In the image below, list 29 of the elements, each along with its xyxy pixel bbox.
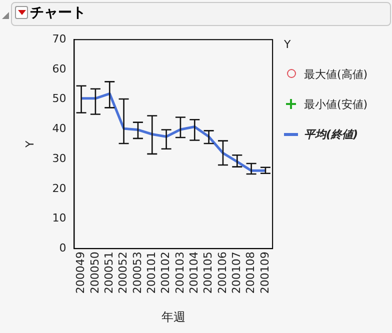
x-tick-label: 200049 [74,252,88,294]
legend-title: Y [284,38,292,51]
x-tick-label: 200101 [144,252,158,294]
y-tick-label: 70 [52,32,66,46]
x-axis-title: 年週 [161,310,186,324]
x-tick-label: 200107 [230,252,243,294]
legend-label: 平均(終値) [304,126,358,142]
y-tick-label: 20 [52,182,66,195]
x-tick-label: 200052 [116,252,130,294]
legend-label: 最小値(安値) [304,96,368,112]
x-tick-label: 200105 [202,252,215,294]
x-tick-label: 200051 [102,252,116,294]
x-tick-label: 200106 [216,252,229,294]
y-axis-title: Y [23,140,36,148]
legend-label: 最大値(高値) [304,66,368,82]
y-tick-label: 30 [52,152,66,165]
y-tick-label: 60 [52,62,66,76]
y-tick-label: 50 [52,92,66,106]
y-tick-label: 0 [59,241,66,254]
x-tick-label: 200050 [88,252,102,294]
chart-title: チャート [30,4,86,22]
x-tick-label: 200109 [258,252,272,294]
x-tick-label: 200104 [187,252,200,294]
x-tick-label: 200108 [244,252,258,294]
x-tick-label: 200103 [173,252,186,294]
x-tick-label: 200102 [159,252,172,294]
y-tick-label: 10 [52,212,66,225]
x-tick-label: 200053 [130,252,144,294]
y-tick-label: 40 [52,122,66,136]
